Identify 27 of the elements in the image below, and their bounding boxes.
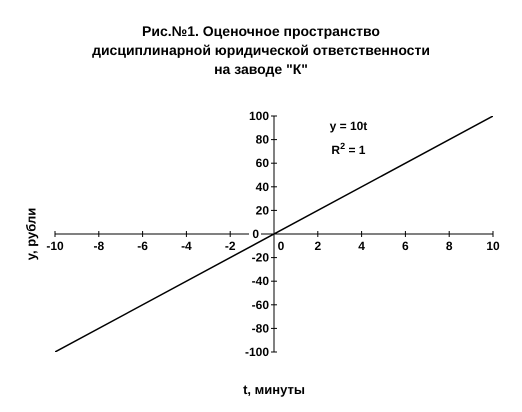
y-tick-label: 20	[256, 203, 270, 218]
y-tick-label: -80	[252, 321, 270, 336]
y-tick-label: -20	[252, 250, 270, 265]
x-tick-label: 4	[358, 239, 366, 253]
x-tick-label: 8	[446, 239, 453, 253]
x-axis-title: t, минуты	[243, 382, 305, 397]
y-tick-label: -60	[252, 298, 270, 312]
y-tick-label: -100	[244, 345, 270, 359]
x-tick-label: -2	[224, 239, 236, 253]
chart-title: Рис.№1. Оценочное пространство дисциплинарной юридической ответственности на заводе "К"	[91, 22, 431, 79]
annotation: y = 10t	[330, 119, 368, 133]
annotation: R$^{2}$ = 1	[331, 141, 366, 157]
x-tick-label: 2	[314, 239, 322, 253]
x-tick-label: -8	[93, 239, 104, 253]
y-tick-label: 40	[256, 180, 270, 194]
x-tick-label: 6	[402, 239, 410, 253]
x-tick-label: -6	[137, 239, 148, 253]
y-tick-label: 80	[256, 132, 270, 147]
y-tick-label: 100	[248, 109, 270, 123]
y-tick-label: -40	[252, 274, 270, 288]
y-axis-title: y, рубли	[24, 208, 39, 260]
x-tick-label: 10	[486, 239, 500, 253]
y-tick-label: 60	[256, 156, 270, 170]
x-tick-label: -4	[181, 239, 192, 253]
x-tick-label: 0	[278, 239, 285, 253]
y-tick-label: 0	[252, 227, 260, 241]
x-tick-label: -10	[46, 239, 64, 253]
